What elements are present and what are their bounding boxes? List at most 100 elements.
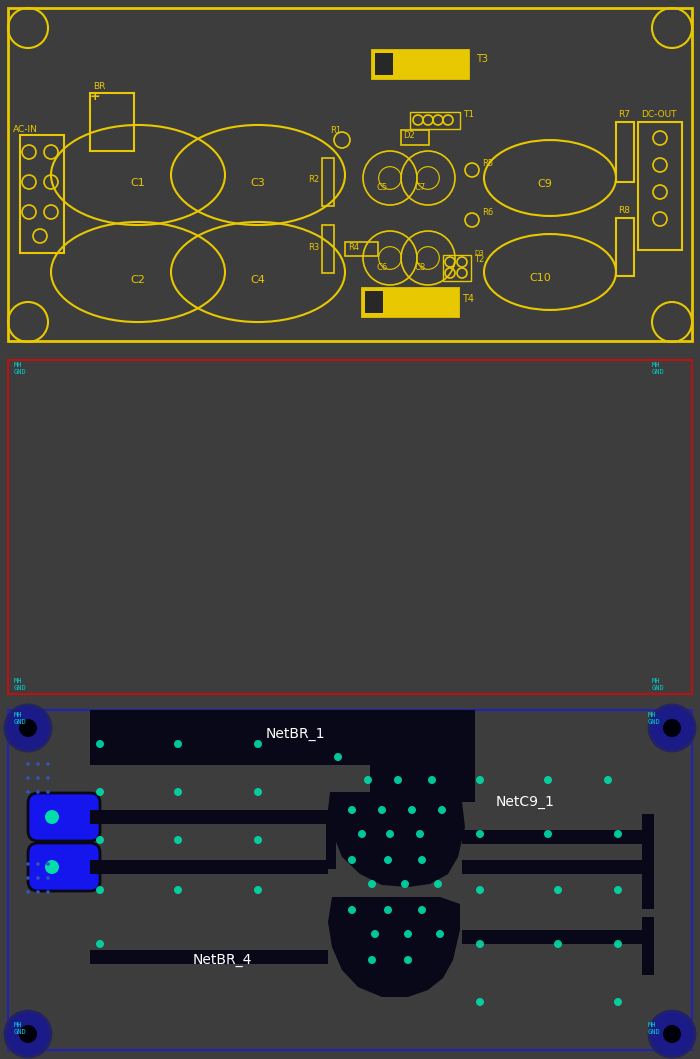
Circle shape bbox=[476, 940, 484, 948]
Circle shape bbox=[402, 844, 414, 856]
Circle shape bbox=[614, 830, 622, 838]
Circle shape bbox=[36, 762, 40, 766]
Circle shape bbox=[244, 859, 251, 865]
Circle shape bbox=[476, 830, 484, 838]
Circle shape bbox=[476, 998, 484, 1006]
Circle shape bbox=[375, 797, 381, 803]
Text: NetC9_1: NetC9_1 bbox=[496, 795, 554, 809]
Circle shape bbox=[88, 860, 92, 864]
Circle shape bbox=[360, 822, 365, 826]
Text: C5: C5 bbox=[377, 183, 388, 193]
Circle shape bbox=[416, 737, 421, 742]
Circle shape bbox=[604, 776, 612, 784]
Bar bbox=[365, 291, 383, 313]
Circle shape bbox=[372, 917, 377, 922]
Bar bbox=[642, 917, 654, 975]
Circle shape bbox=[498, 802, 503, 807]
Circle shape bbox=[412, 734, 424, 746]
Circle shape bbox=[458, 737, 463, 742]
Circle shape bbox=[96, 836, 104, 844]
Bar bbox=[326, 810, 336, 869]
Circle shape bbox=[174, 886, 182, 894]
Circle shape bbox=[446, 764, 458, 776]
Text: C9: C9 bbox=[538, 179, 552, 189]
Text: R5: R5 bbox=[482, 159, 493, 168]
Bar bbox=[322, 225, 334, 273]
Bar bbox=[372, 50, 468, 78]
Circle shape bbox=[408, 806, 416, 814]
Bar bbox=[443, 255, 471, 281]
Circle shape bbox=[289, 741, 301, 753]
Circle shape bbox=[46, 790, 50, 794]
Circle shape bbox=[347, 921, 353, 927]
Bar bbox=[90, 860, 328, 874]
Circle shape bbox=[368, 956, 376, 964]
Circle shape bbox=[88, 969, 92, 974]
Circle shape bbox=[348, 806, 356, 814]
Bar bbox=[90, 810, 328, 824]
Text: T1: T1 bbox=[463, 110, 474, 119]
Circle shape bbox=[202, 969, 207, 974]
Circle shape bbox=[46, 891, 50, 894]
Circle shape bbox=[369, 844, 381, 856]
Bar bbox=[90, 93, 134, 151]
Circle shape bbox=[404, 930, 412, 938]
Circle shape bbox=[349, 872, 354, 877]
Circle shape bbox=[36, 891, 40, 894]
Circle shape bbox=[388, 822, 393, 826]
Circle shape bbox=[449, 768, 454, 772]
Circle shape bbox=[36, 790, 40, 794]
Circle shape bbox=[446, 918, 458, 930]
Circle shape bbox=[379, 872, 384, 877]
Circle shape bbox=[404, 956, 412, 964]
Circle shape bbox=[414, 818, 426, 830]
Circle shape bbox=[428, 776, 436, 784]
Circle shape bbox=[84, 856, 96, 868]
Circle shape bbox=[369, 734, 381, 746]
Circle shape bbox=[358, 830, 366, 838]
Circle shape bbox=[5, 1011, 51, 1057]
Circle shape bbox=[442, 818, 454, 830]
Text: T4: T4 bbox=[462, 294, 474, 304]
Circle shape bbox=[155, 801, 162, 808]
Bar bbox=[401, 130, 429, 145]
Circle shape bbox=[372, 847, 377, 852]
Circle shape bbox=[406, 868, 418, 880]
Text: C8: C8 bbox=[414, 264, 426, 272]
Bar bbox=[462, 830, 650, 844]
Circle shape bbox=[254, 788, 262, 796]
Bar bbox=[616, 122, 634, 182]
Circle shape bbox=[434, 880, 442, 889]
Text: MH
GND: MH GND bbox=[648, 1022, 661, 1035]
Circle shape bbox=[544, 776, 552, 784]
Circle shape bbox=[26, 790, 30, 794]
Circle shape bbox=[419, 946, 431, 958]
Circle shape bbox=[423, 950, 428, 954]
Circle shape bbox=[449, 921, 454, 927]
Circle shape bbox=[155, 859, 162, 865]
Circle shape bbox=[554, 940, 562, 948]
Circle shape bbox=[378, 806, 386, 814]
Circle shape bbox=[484, 801, 491, 808]
Text: MH
GND: MH GND bbox=[14, 678, 27, 690]
Circle shape bbox=[384, 764, 396, 776]
Text: NetBR_4: NetBR_4 bbox=[193, 953, 252, 967]
Circle shape bbox=[386, 830, 394, 838]
Circle shape bbox=[372, 897, 377, 902]
Text: R2: R2 bbox=[308, 176, 319, 184]
Circle shape bbox=[46, 762, 50, 766]
Circle shape bbox=[174, 740, 182, 748]
Circle shape bbox=[476, 886, 484, 894]
Circle shape bbox=[344, 974, 356, 986]
Circle shape bbox=[36, 776, 40, 779]
Bar bbox=[322, 158, 334, 207]
Circle shape bbox=[254, 740, 262, 748]
Text: R3: R3 bbox=[308, 244, 319, 252]
Circle shape bbox=[564, 859, 571, 865]
Circle shape bbox=[435, 797, 440, 803]
Circle shape bbox=[416, 830, 424, 838]
Circle shape bbox=[46, 862, 50, 866]
Circle shape bbox=[371, 930, 379, 938]
Bar bbox=[90, 950, 328, 964]
Bar bbox=[642, 814, 654, 909]
